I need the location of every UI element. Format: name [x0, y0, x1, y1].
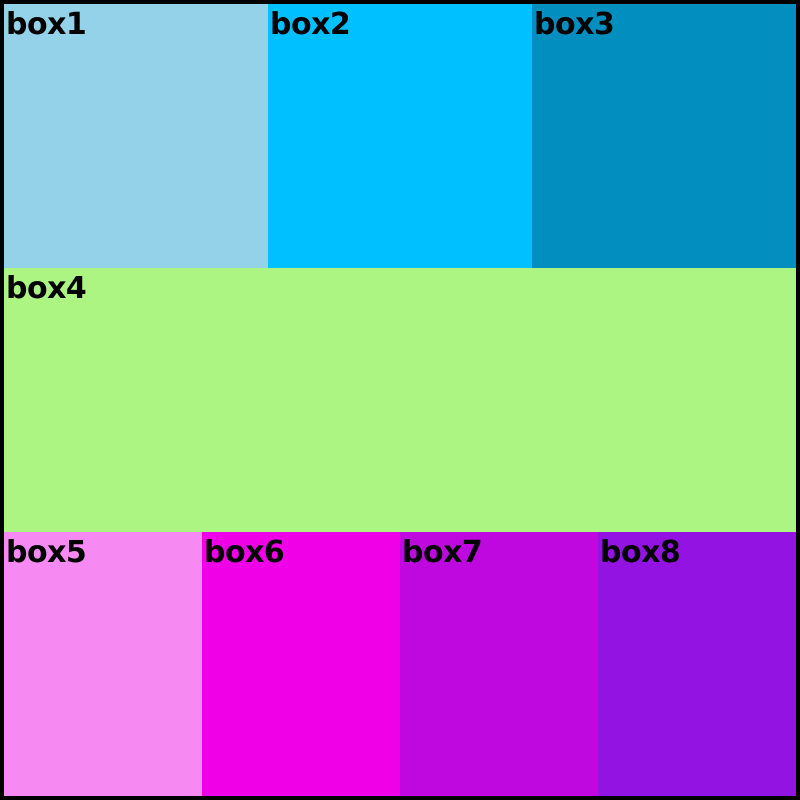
box-7-label: box7: [402, 535, 483, 570]
box-8: box8: [598, 532, 796, 796]
box-1: box1: [4, 4, 268, 268]
box-8-label: box8: [600, 535, 681, 570]
box-3: box3: [532, 4, 796, 268]
box-grid: box1 box2 box3 box4 box5 box6 box7 box8: [4, 4, 796, 796]
box-2: box2: [268, 4, 532, 268]
box-4-label: box4: [6, 271, 87, 306]
box-7: box7: [400, 532, 598, 796]
box-5: box5: [4, 532, 202, 796]
box-4: box4: [4, 268, 796, 532]
box-6: box6: [202, 532, 400, 796]
box-2-label: box2: [270, 7, 351, 42]
box-3-label: box3: [534, 7, 615, 42]
box-1-label: box1: [6, 7, 87, 42]
box-6-label: box6: [204, 535, 285, 570]
box-5-label: box5: [6, 535, 87, 570]
